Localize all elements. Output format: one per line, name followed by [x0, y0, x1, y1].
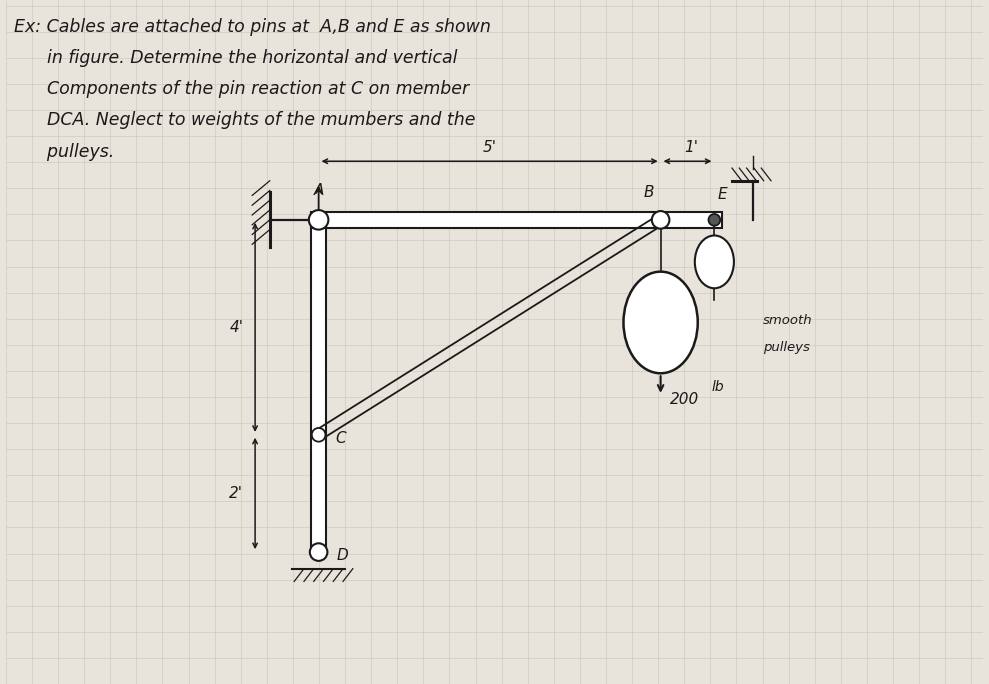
Text: D: D: [336, 549, 348, 564]
Text: DCA. Neglect to weights of the mumbers and the: DCA. Neglect to weights of the mumbers a…: [14, 111, 476, 129]
FancyBboxPatch shape: [311, 220, 326, 552]
Text: pulleys.: pulleys.: [14, 143, 114, 161]
Circle shape: [652, 211, 670, 228]
Text: 1': 1': [684, 140, 698, 155]
Ellipse shape: [623, 272, 698, 373]
Text: pulleys: pulleys: [764, 341, 810, 354]
Text: lb: lb: [711, 380, 724, 394]
Text: 5': 5': [483, 140, 496, 155]
Text: in figure. Determine the horizontal and vertical: in figure. Determine the horizontal and …: [14, 49, 457, 67]
Text: Ex: Cables are attached to pins at  A,B and E as shown: Ex: Cables are attached to pins at A,B a…: [14, 18, 491, 36]
Circle shape: [312, 428, 325, 442]
Circle shape: [310, 543, 327, 561]
Circle shape: [309, 210, 328, 230]
Ellipse shape: [695, 235, 734, 288]
Text: 200: 200: [671, 392, 699, 407]
Text: B: B: [644, 185, 654, 200]
Text: 2': 2': [229, 486, 243, 501]
Text: C: C: [335, 431, 346, 446]
Text: smooth: smooth: [764, 314, 813, 327]
Text: E: E: [717, 187, 727, 202]
Text: 4': 4': [229, 320, 243, 335]
Circle shape: [708, 214, 720, 226]
Text: A: A: [314, 183, 323, 198]
Text: Components of the pin reaction at C on member: Components of the pin reaction at C on m…: [14, 80, 469, 98]
FancyBboxPatch shape: [311, 212, 722, 228]
